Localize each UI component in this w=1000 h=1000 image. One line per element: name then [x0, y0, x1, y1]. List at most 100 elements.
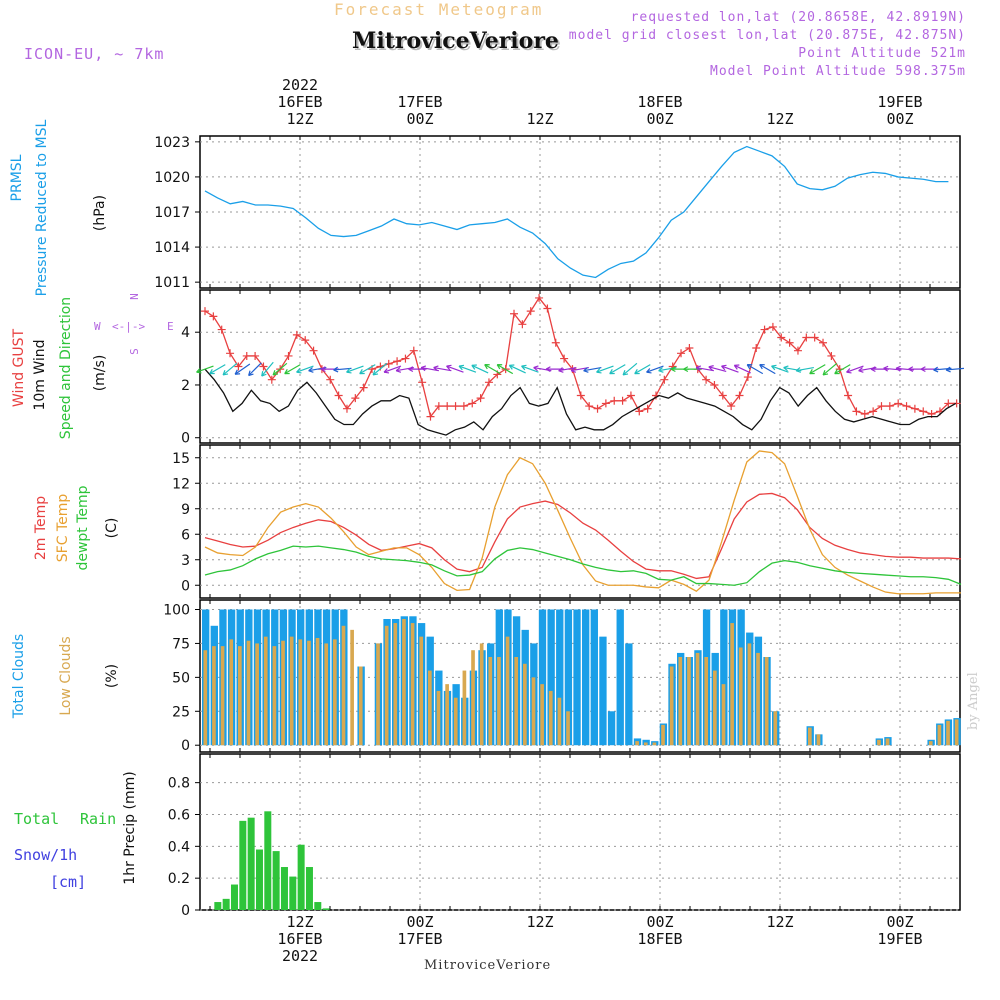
gust-line-marker [844, 391, 853, 400]
wind-arrow [746, 364, 764, 375]
wind-arrow [796, 366, 814, 372]
gust-line-marker [869, 407, 878, 416]
low-cloud-bar [488, 657, 493, 746]
gust-line-marker [259, 362, 268, 371]
wind-arrow [346, 365, 364, 373]
gust-line-marker [535, 293, 544, 302]
gust-line-marker [793, 346, 802, 355]
wind-arrow-head [920, 366, 926, 373]
gust-line-marker [626, 391, 635, 400]
low-cloud-bar [212, 646, 216, 746]
wind-arrow-head [683, 366, 689, 373]
gust-line-marker [301, 336, 310, 345]
wind-arrow-head [846, 368, 852, 374]
wind-arrow [284, 364, 301, 375]
wind-arrow [596, 365, 614, 373]
gust-line-marker [752, 344, 761, 353]
wind-arrow-head [261, 371, 267, 377]
wind-arrow [234, 363, 251, 375]
temp2m-line [204, 492, 962, 580]
wind-arrow-head [222, 370, 229, 376]
gust-line-marker [484, 378, 493, 387]
wind-arrow-head [858, 367, 864, 373]
y-tick-label: 1017 [154, 205, 190, 221]
wind-arrow-head [609, 369, 615, 375]
gust-line-marker [551, 338, 560, 347]
wind-arrow-head [759, 364, 765, 370]
wind-arrow [248, 362, 262, 376]
wind-arrow [634, 364, 651, 375]
low-cloud-bar [281, 640, 285, 746]
gust-line-marker [635, 407, 644, 416]
gust-line-marker [443, 402, 452, 411]
total-cloud-bar [573, 609, 581, 746]
gust-line-marker [351, 394, 360, 403]
gust-line-marker [660, 375, 669, 384]
model-label: ICON-EU, ~ 7km [24, 45, 165, 63]
gust-line-marker [267, 375, 276, 384]
low-cloud-bar [436, 690, 441, 746]
y-tick-label: 6 [181, 527, 190, 543]
rain-bar [255, 849, 263, 910]
wind-arrow-head [496, 364, 503, 370]
total-cloud-bar [607, 711, 616, 746]
low-cloud-bar [687, 657, 691, 746]
low-cloud-bar [635, 741, 639, 746]
y-tick-label: 0 [181, 578, 190, 594]
panel-frame [199, 444, 961, 599]
bottom-time-label: 00Z 19FEB [877, 913, 923, 948]
point-altitude: Point Altitude 521m [798, 46, 966, 61]
wind-arrow [196, 365, 214, 373]
top-time-label: 17FEB 00Z [397, 93, 443, 128]
y-tick-label: 50 [172, 670, 190, 686]
panel-frame [199, 599, 961, 753]
wind-arrow-head [746, 364, 753, 370]
gust-line-marker [710, 380, 719, 389]
wind-arrow-head [248, 370, 254, 377]
gust-line-marker [226, 349, 235, 358]
compass-e: E [167, 320, 174, 333]
wind-arrow-head [383, 368, 390, 374]
gust-line-marker [217, 325, 226, 334]
low-cloud-bar [229, 639, 234, 746]
footer-station: MitroviceVeriore [424, 958, 552, 973]
low-cloud-bar [358, 666, 363, 746]
low-cloud-bar [462, 670, 467, 746]
gust-line-marker [819, 338, 828, 347]
low-cloud-bar [756, 652, 760, 746]
wind-arrow [734, 364, 751, 374]
wind-arrow-head [622, 370, 629, 376]
wind-arrow-head [320, 366, 326, 373]
low-cloud-bar [341, 625, 346, 746]
wind-arrow [359, 364, 376, 375]
low-cloud-bar [928, 741, 933, 746]
bottom-time-label: 12Z [766, 913, 794, 931]
gust-line-marker [894, 399, 903, 408]
y-tick-label: 12 [172, 476, 190, 492]
gust-line-marker [401, 354, 410, 363]
low-cloud-bar [738, 647, 743, 746]
wind-arrow-head [420, 365, 427, 372]
wind-arrow-head [933, 366, 939, 373]
gust-line-marker [885, 402, 894, 411]
wind-arrow [509, 364, 526, 374]
gust-line-marker [560, 354, 569, 363]
gust-line-marker [735, 391, 744, 400]
gust-line-marker [334, 391, 343, 400]
low-cloud-bar [289, 636, 294, 746]
wind-arrow [622, 362, 638, 376]
gust-line-marker [727, 402, 736, 411]
wind-arrow-head [733, 364, 740, 370]
gust-line-marker [944, 399, 953, 408]
wind-arrow [583, 366, 602, 372]
wind-arrow [521, 365, 539, 373]
low-cloud-bar [479, 643, 484, 746]
gust-line-marker [292, 330, 301, 339]
wind-arrow [296, 365, 314, 373]
rain-bar [305, 867, 313, 910]
low-cloud-bar [255, 643, 259, 746]
total-cloud-bar [556, 609, 564, 746]
wind-arrow [771, 365, 789, 373]
total-cloud-bar [616, 609, 624, 746]
gust-line-marker [610, 396, 619, 405]
